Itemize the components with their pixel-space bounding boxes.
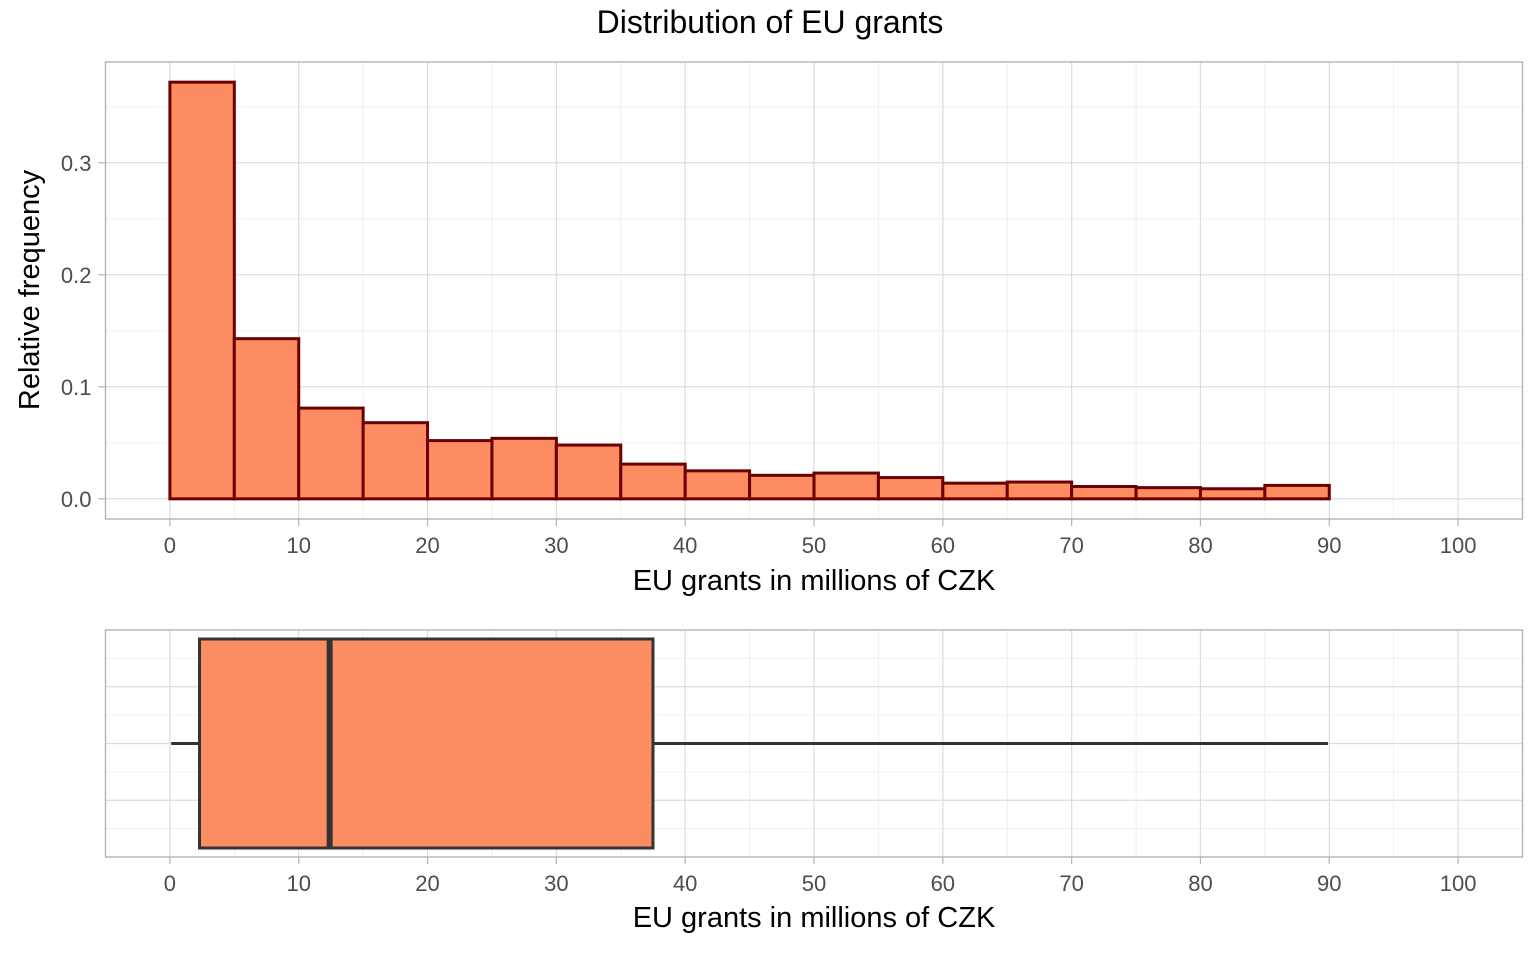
histogram-bar bbox=[426, 439, 494, 501]
boxplot-x-tick-label: 60 bbox=[931, 871, 955, 896]
boxplot-x-axis-ticks: 0 10 20 30 40 50 60 70 80 90 100 bbox=[164, 857, 1477, 896]
histogram-x-tick-label: 50 bbox=[802, 533, 826, 558]
histogram-x-axis-title: EU grants in millions of CZK bbox=[633, 565, 996, 597]
histogram-bars bbox=[168, 80, 1331, 501]
histogram-bar bbox=[297, 406, 365, 501]
histogram-x-tick-label: 30 bbox=[544, 533, 568, 558]
histogram-y-tick-label: 0.0 bbox=[61, 487, 92, 512]
boxplot-x-tick-label: 30 bbox=[544, 871, 568, 896]
boxplot-panel: 0 10 20 30 40 50 60 70 80 90 100 EU grants in mill… bbox=[104, 629, 1524, 934]
histogram-bar bbox=[748, 473, 816, 501]
histogram-bar bbox=[1134, 486, 1202, 501]
histogram-bar bbox=[812, 471, 880, 501]
histogram-bar bbox=[1263, 483, 1331, 501]
boxplot-x-tick-label: 10 bbox=[286, 871, 310, 896]
histogram-x-tick-label: 0 bbox=[164, 533, 176, 558]
boxplot-x-tick-label: 0 bbox=[164, 871, 176, 896]
histogram-bar bbox=[1198, 487, 1267, 501]
histogram-bar bbox=[941, 481, 1009, 501]
histogram-y-tick-label: 0.3 bbox=[61, 151, 92, 176]
histogram-bar bbox=[1005, 480, 1074, 501]
histogram-bar bbox=[683, 469, 752, 501]
histogram-panel: 0 10 20 30 40 50 60 70 80 90 100 0.0 0.1 0.2 0.3 EU g… bbox=[14, 61, 1524, 597]
boxplot-x-tick-label: 70 bbox=[1059, 871, 1083, 896]
histogram-x-tick-label: 10 bbox=[286, 533, 310, 558]
boxplot-box bbox=[198, 637, 655, 850]
histogram-bar bbox=[490, 436, 558, 501]
histogram-y-axis-title: Relative frequency bbox=[14, 169, 46, 410]
histogram-bar bbox=[1070, 485, 1138, 501]
histogram-bar bbox=[554, 443, 623, 501]
histogram-y-axis-ticks: 0.0 0.1 0.2 0.3 bbox=[61, 151, 106, 512]
boxplot-x-tick-label: 40 bbox=[673, 871, 697, 896]
boxplot-x-tick-label: 100 bbox=[1440, 871, 1477, 896]
histogram-x-tick-label: 100 bbox=[1440, 533, 1477, 558]
histogram-x-tick-label: 40 bbox=[673, 533, 697, 558]
boxplot-x-tick-label: 90 bbox=[1317, 871, 1341, 896]
boxplot-x-axis-title: EU grants in millions of CZK bbox=[633, 902, 996, 934]
boxplot-x-tick-label: 80 bbox=[1188, 871, 1212, 896]
histogram-bar bbox=[619, 462, 687, 501]
histogram-x-axis-ticks: 0 10 20 30 40 50 60 70 80 90 100 bbox=[164, 519, 1477, 558]
histogram-x-tick-label: 20 bbox=[415, 533, 439, 558]
boxplot-x-tick-label: 50 bbox=[802, 871, 826, 896]
boxplot-marks bbox=[171, 637, 1328, 850]
histogram-bar bbox=[168, 80, 236, 501]
histogram-bar bbox=[361, 421, 430, 501]
histogram-y-tick-label: 0.2 bbox=[61, 263, 92, 288]
histogram-x-tick-label: 60 bbox=[931, 533, 955, 558]
histogram-x-tick-label: 90 bbox=[1317, 533, 1341, 558]
histogram-y-tick-label: 0.1 bbox=[61, 375, 92, 400]
histogram-x-tick-label: 80 bbox=[1188, 533, 1212, 558]
histogram-bar bbox=[876, 476, 945, 501]
histogram-x-tick-label: 70 bbox=[1059, 533, 1083, 558]
chart-title: Distribution of EU grants bbox=[597, 4, 944, 40]
boxplot-x-tick-label: 20 bbox=[415, 871, 439, 896]
histogram-bar bbox=[232, 337, 301, 501]
